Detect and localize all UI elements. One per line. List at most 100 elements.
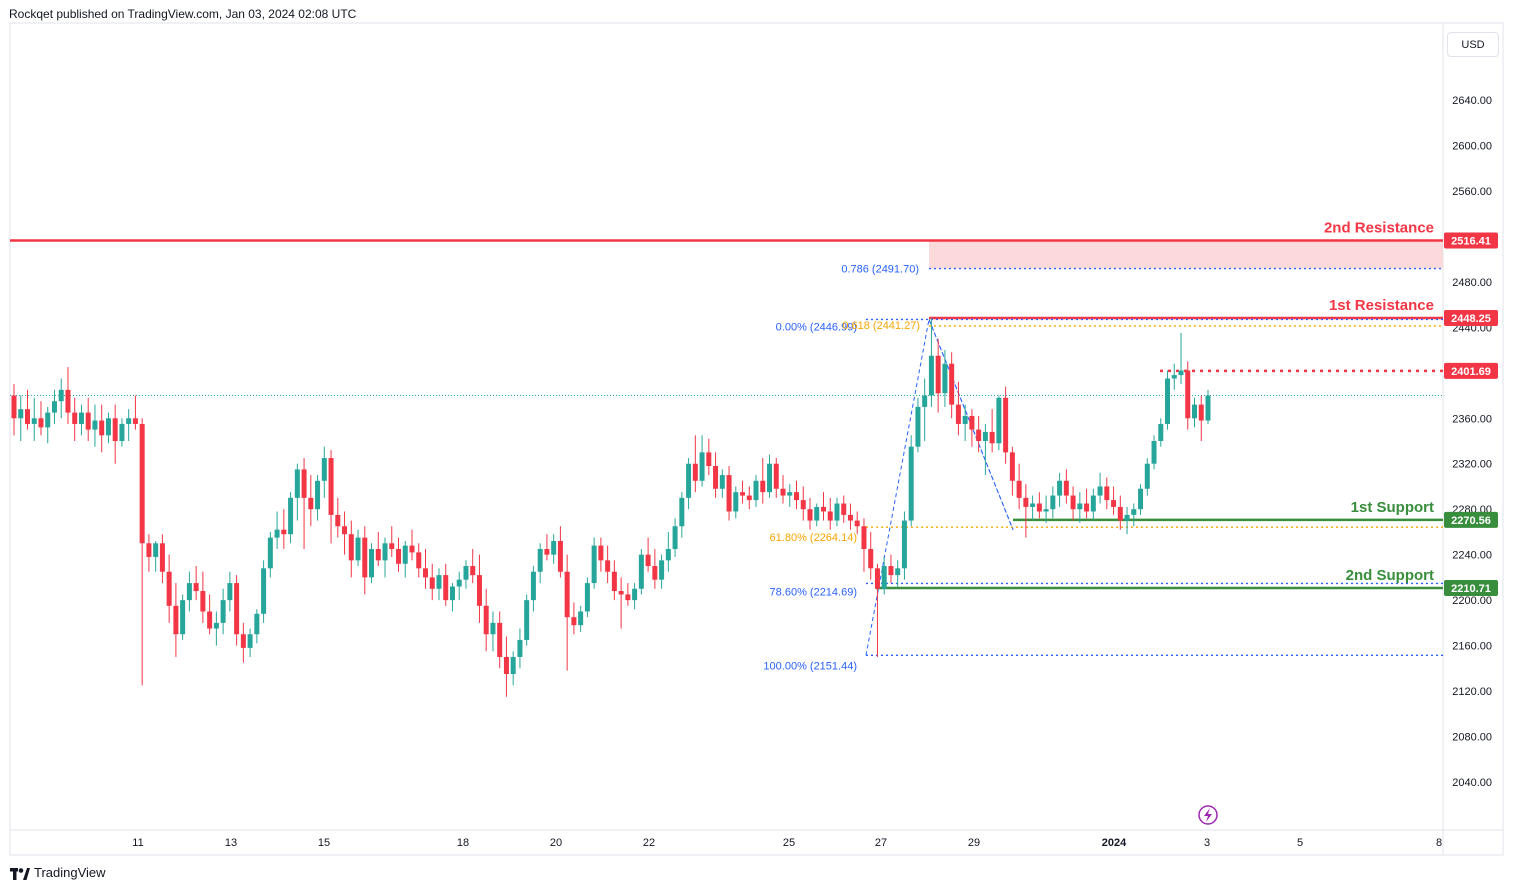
candle bbox=[213, 611, 219, 646]
candle bbox=[652, 548, 658, 589]
candle-body bbox=[119, 423, 125, 441]
candle bbox=[632, 583, 638, 610]
candle bbox=[281, 509, 287, 549]
candle-body bbox=[598, 545, 604, 561]
candle-body bbox=[787, 492, 793, 496]
level-lines bbox=[10, 239, 1443, 590]
price-tag-5 bbox=[1444, 579, 1498, 596]
candle bbox=[517, 628, 523, 669]
candle bbox=[1023, 484, 1029, 538]
candle-body bbox=[470, 566, 476, 576]
chart-border bbox=[9, 22, 1504, 856]
candle bbox=[787, 484, 793, 507]
candle bbox=[389, 526, 395, 557]
candle-body bbox=[409, 545, 415, 553]
candle-body bbox=[800, 500, 806, 510]
candle bbox=[1185, 361, 1191, 430]
candle-body bbox=[369, 548, 375, 578]
x-tick-label: 8 bbox=[1436, 837, 1442, 849]
time-axis: 11 13 15 18 20 22 25 27 29 2024 3 5 8 bbox=[132, 805, 1442, 849]
candle bbox=[578, 605, 584, 632]
candle-body bbox=[153, 543, 159, 557]
candle bbox=[537, 543, 543, 584]
candle bbox=[301, 458, 307, 549]
candle bbox=[261, 560, 267, 623]
candle-body bbox=[1016, 480, 1022, 498]
candle bbox=[605, 545, 611, 584]
candle bbox=[841, 495, 847, 523]
candle bbox=[625, 583, 631, 606]
candle-body bbox=[456, 579, 462, 587]
candle-body bbox=[1036, 503, 1042, 512]
candle-body bbox=[99, 420, 105, 436]
candle-body bbox=[1063, 480, 1069, 496]
price-tag-text-4: 2270.56 bbox=[1451, 515, 1491, 527]
candle bbox=[45, 406, 51, 444]
candle-body bbox=[841, 503, 847, 515]
candle bbox=[146, 534, 152, 572]
candle-body bbox=[1104, 486, 1110, 501]
candle bbox=[85, 397, 91, 441]
candle-body bbox=[726, 475, 732, 512]
tradingview-logo[interactable]: TradingView bbox=[10, 865, 106, 880]
candle-body bbox=[584, 583, 590, 612]
resistance-zone-rect bbox=[929, 240, 1443, 269]
candle-body bbox=[180, 600, 186, 635]
candle bbox=[665, 531, 671, 572]
candle bbox=[227, 571, 233, 612]
candle bbox=[611, 560, 617, 601]
candle-body bbox=[1171, 375, 1177, 379]
price-tag-3 bbox=[1444, 362, 1498, 379]
candle bbox=[416, 543, 422, 578]
candle bbox=[497, 611, 503, 669]
candle-body bbox=[949, 363, 955, 405]
candle bbox=[105, 412, 111, 444]
candle-body bbox=[544, 548, 550, 555]
candle-body bbox=[591, 545, 597, 584]
candle bbox=[645, 537, 651, 572]
candle-body bbox=[24, 409, 30, 424]
y-tick-label: 2600.00 bbox=[1452, 140, 1492, 152]
candle-body bbox=[254, 613, 260, 635]
tradingview-logo-text: TradingView bbox=[34, 865, 106, 880]
candle-body bbox=[1198, 404, 1204, 421]
candle bbox=[463, 560, 469, 589]
candle-body bbox=[382, 543, 388, 561]
candle bbox=[1205, 389, 1211, 424]
candle bbox=[328, 450, 334, 544]
candle bbox=[207, 594, 213, 635]
candle bbox=[854, 511, 860, 535]
candle-body bbox=[834, 503, 840, 521]
candle bbox=[1111, 486, 1117, 515]
candle-body bbox=[888, 566, 894, 576]
candle-body bbox=[1178, 370, 1184, 376]
candle bbox=[1124, 506, 1130, 535]
candle bbox=[1138, 484, 1144, 515]
candle-body bbox=[112, 418, 118, 441]
candle-body bbox=[1084, 503, 1090, 512]
candle bbox=[294, 463, 300, 521]
x-tick-label: 5 bbox=[1297, 837, 1303, 849]
candle bbox=[355, 529, 361, 567]
candle-body bbox=[827, 511, 833, 521]
candle bbox=[1171, 363, 1177, 390]
candle bbox=[31, 397, 37, 441]
candle bbox=[11, 384, 17, 436]
candle bbox=[976, 415, 982, 453]
currency-button[interactable]: USD bbox=[1447, 32, 1499, 57]
candle-body bbox=[820, 506, 826, 512]
x-tick-label: 29 bbox=[968, 837, 980, 849]
candle-body bbox=[605, 560, 611, 572]
price-tag-text-3: 2401.69 bbox=[1451, 366, 1491, 378]
candle-body bbox=[274, 529, 280, 538]
candle bbox=[928, 318, 934, 407]
candle-body bbox=[1185, 370, 1191, 419]
candle bbox=[503, 636, 509, 697]
candle bbox=[342, 511, 348, 555]
candle bbox=[686, 458, 692, 510]
candle bbox=[38, 401, 44, 436]
candle-body bbox=[551, 541, 557, 555]
candle-body bbox=[240, 634, 246, 648]
candle-body bbox=[740, 492, 746, 496]
